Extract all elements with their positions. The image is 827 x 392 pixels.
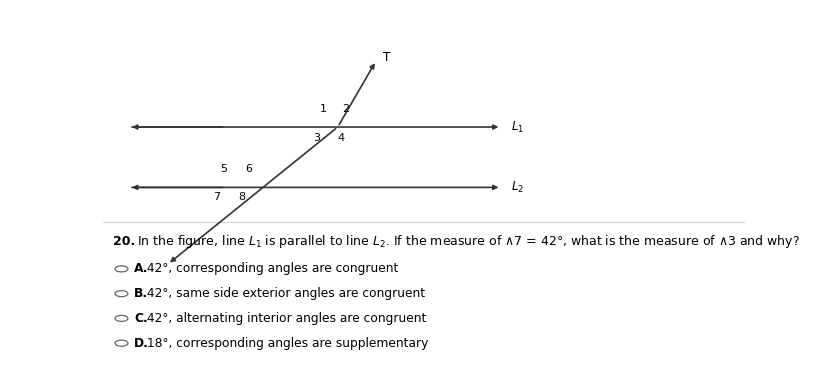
Text: $L_1$: $L_1$ — [510, 120, 523, 134]
Text: 42°, alternating interior angles are congruent: 42°, alternating interior angles are con… — [143, 312, 426, 325]
Text: 3: 3 — [313, 132, 320, 143]
Text: 7: 7 — [213, 192, 220, 202]
Text: $L_2$: $L_2$ — [510, 180, 523, 195]
Text: 42°, corresponding angles are congruent: 42°, corresponding angles are congruent — [143, 262, 398, 276]
Text: T: T — [382, 51, 390, 64]
Text: A.: A. — [134, 262, 149, 276]
Text: 4: 4 — [337, 132, 344, 143]
Text: T: T — [382, 51, 390, 64]
Text: 6: 6 — [245, 164, 251, 174]
Text: 5: 5 — [220, 164, 227, 174]
Text: 2: 2 — [342, 104, 349, 114]
Text: 42°, same side exterior angles are congruent: 42°, same side exterior angles are congr… — [143, 287, 425, 300]
Text: 18°, corresponding angles are supplementary: 18°, corresponding angles are supplement… — [143, 337, 428, 350]
Text: 1: 1 — [319, 104, 326, 114]
Text: In the figure, line $L_1$ is parallel to line $L_2$. If the measure of ∧7 = 42°,: In the figure, line $L_1$ is parallel to… — [136, 233, 799, 250]
Text: 8: 8 — [238, 192, 246, 202]
Text: C.: C. — [134, 312, 148, 325]
Text: B.: B. — [134, 287, 148, 300]
Text: D.: D. — [134, 337, 149, 350]
Text: 20.: 20. — [113, 235, 135, 248]
